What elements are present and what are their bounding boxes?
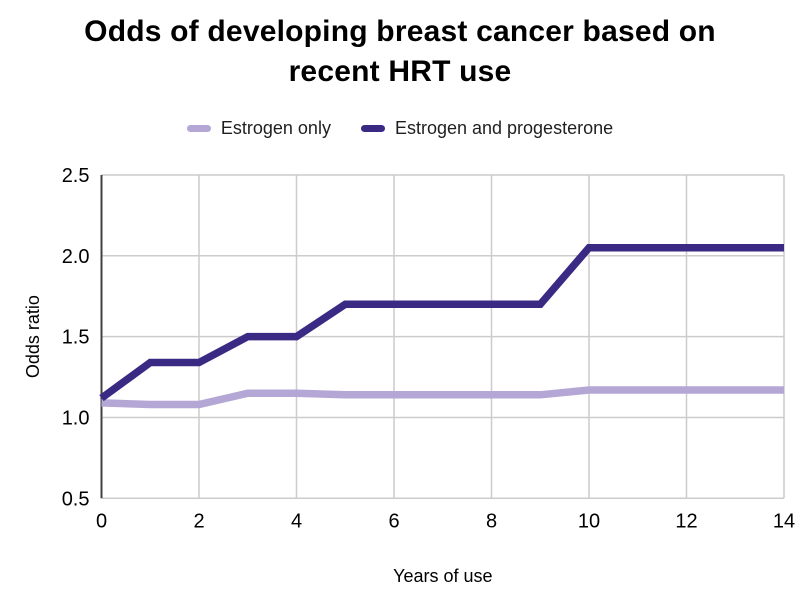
legend-label-estrogen-progesterone: Estrogen and progesterone <box>394 117 614 138</box>
y-tick-label: 1.5 <box>62 327 90 349</box>
chart-title: Odds of developing breast cancer based o… <box>84 15 716 88</box>
x-tick-label: 10 <box>578 510 600 532</box>
legend-label-estrogen-only: Estrogen only <box>220 117 331 138</box>
legend-item-estrogen-progesterone: Estrogen and progesterone <box>360 117 614 139</box>
series-line-estrogen-and-progesterone <box>99 243 784 402</box>
chart-legend: Estrogen only Estrogen and progesterone <box>0 117 800 139</box>
y-tick-label: 2.0 <box>62 246 90 268</box>
legend-swatch-estrogen-progesterone-icon <box>360 124 385 132</box>
series-line-estrogen-only <box>101 386 784 409</box>
x-tick-label: 8 <box>486 510 497 532</box>
x-tick-label: 4 <box>291 510 302 532</box>
x-tick-label: 12 <box>675 510 697 532</box>
x-tick-label: 0 <box>96 510 107 532</box>
y-tick-label: 0.5 <box>62 488 90 510</box>
y-tick-label: 2.5 <box>62 165 90 187</box>
legend-swatch-estrogen-only-icon <box>186 124 211 132</box>
legend-item-estrogen-only: Estrogen only <box>186 117 331 139</box>
x-tick-label: 6 <box>388 510 399 532</box>
x-tick-label: 2 <box>193 510 204 532</box>
x-axis-title: Years of use <box>393 566 492 586</box>
y-tick-label: 1.0 <box>62 408 90 430</box>
x-tick-label: 14 <box>773 510 795 532</box>
y-axis-title: Odds ratio <box>23 295 43 378</box>
